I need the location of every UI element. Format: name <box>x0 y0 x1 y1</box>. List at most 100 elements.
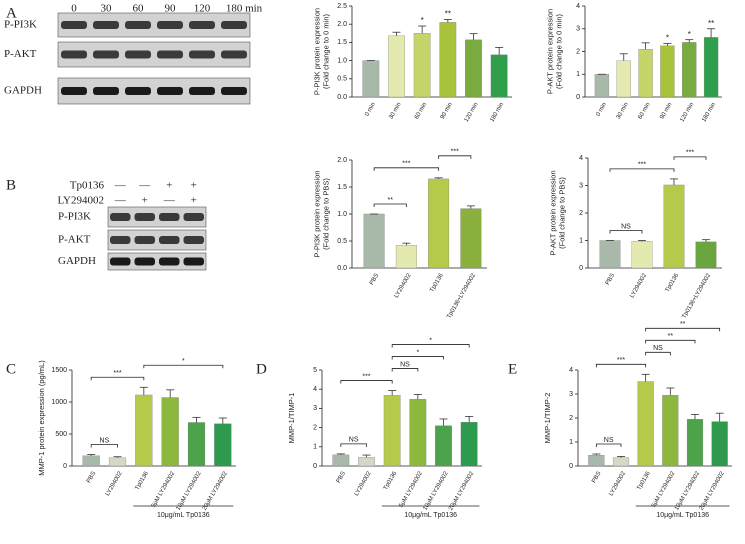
bar <box>703 37 719 98</box>
x-tick-label: 180 min <box>701 102 717 123</box>
bar <box>135 394 153 467</box>
blot-band <box>134 236 155 244</box>
blot-band <box>189 87 215 95</box>
bar <box>161 397 179 467</box>
y-tick-label: 2.0 <box>337 21 347 28</box>
blot-band <box>159 213 180 221</box>
x-tick-label: Tp0136 <box>636 470 652 491</box>
treatment-sign: + <box>142 195 148 207</box>
error-bar <box>685 39 694 43</box>
bar <box>413 33 431 98</box>
blot-band <box>134 257 155 266</box>
comparison-bracket <box>90 444 118 448</box>
y-tick-label: 4 <box>569 367 573 374</box>
error-bar <box>469 33 478 40</box>
blot-band <box>61 50 87 59</box>
bar <box>108 457 127 467</box>
bar <box>358 457 375 467</box>
y-tick-label: 2.5 <box>337 3 347 10</box>
comparison-bracket <box>90 376 145 381</box>
comparison-label: *** <box>617 357 625 364</box>
y-tick-label: 1500 <box>51 367 67 374</box>
error-bar <box>641 373 650 382</box>
treatment-label: Tp0136 <box>70 180 105 192</box>
lane-label: 180 min <box>226 3 263 15</box>
error-bar <box>192 416 201 423</box>
y-axis-label: P-AKT protein expression <box>548 170 557 255</box>
x-tick-label: LY294002 <box>394 272 413 299</box>
blot-row-label: P-PI3K <box>58 211 91 223</box>
significance: ** <box>445 10 451 19</box>
blot-band <box>189 21 215 29</box>
significance: ** <box>708 19 714 28</box>
error-bar <box>707 28 716 38</box>
y-tick-label: 2 <box>313 424 317 431</box>
error-bar <box>670 178 678 185</box>
y-tick-label: 2 <box>576 48 580 55</box>
error-bar <box>465 416 474 423</box>
blot-band <box>93 50 119 59</box>
x-tick-label: PBS <box>86 471 97 484</box>
error-bar <box>619 53 628 61</box>
bar <box>631 241 653 269</box>
blot-band <box>221 21 247 29</box>
panel-label: A <box>6 5 17 21</box>
treatment-sign: — <box>114 195 127 207</box>
bar <box>682 42 697 98</box>
blot-band <box>183 257 204 266</box>
comparison-label: NS <box>604 437 614 444</box>
y-tick-label: 0.0 <box>337 265 347 272</box>
comparison-label: * <box>429 337 432 344</box>
y-tick-label: 1.0 <box>337 211 347 218</box>
comparison-bracket <box>609 168 675 172</box>
bar <box>395 245 417 269</box>
error-bar <box>218 417 227 424</box>
comparison-bracket <box>645 351 671 356</box>
y-tick-label: 500 <box>55 431 67 438</box>
comparison-label: * <box>182 358 185 365</box>
y-tick-label: 0.0 <box>337 94 347 101</box>
comparison-label: NS <box>400 361 410 368</box>
y-tick-label: 1 <box>313 444 317 451</box>
bar <box>660 45 675 98</box>
error-bar <box>388 390 397 396</box>
x-tick-label: PBS <box>591 471 602 484</box>
x-tick-label: 180 min <box>489 102 505 123</box>
y-tick-label: 1.5 <box>337 184 347 191</box>
error-bar <box>87 454 96 456</box>
comparison-bracket <box>673 156 707 160</box>
bar <box>612 457 630 467</box>
blot-band <box>93 21 119 29</box>
comparison-label: * <box>416 349 419 356</box>
x-tick-label: PBS <box>369 273 380 286</box>
error-bar <box>336 453 345 455</box>
error-bar <box>663 43 672 46</box>
y-tick-label: 0.5 <box>337 238 347 245</box>
comparison-label: *** <box>402 161 410 168</box>
error-bar <box>392 31 401 36</box>
x-tick-label: 5μM LY294002 <box>151 470 177 509</box>
bar <box>363 213 385 269</box>
comparison-label: *** <box>362 373 370 380</box>
comparison-bracket <box>391 344 470 348</box>
x-tick-label: 5μM LY294002 <box>651 470 677 509</box>
blot-band <box>157 87 183 95</box>
y-tick-label: 1 <box>579 237 583 244</box>
treatment-label: LY294002 <box>57 195 104 207</box>
error-bar <box>715 412 724 422</box>
treatment-sign: + <box>191 180 197 192</box>
bar <box>490 54 508 98</box>
y-tick-label: 2 <box>579 210 583 217</box>
blot-band <box>157 50 183 59</box>
comparison-label: NS <box>653 345 663 352</box>
x-tick-label: 10μM LY294002 <box>423 470 450 511</box>
y-tick-label: 1.0 <box>337 57 347 64</box>
comparison-label: *** <box>451 149 459 156</box>
y-axis-label: MMP-1/TIMP-1 <box>287 393 296 444</box>
x-tick-label: Tp0136 <box>429 272 445 293</box>
comparison-label: *** <box>638 162 646 169</box>
blot-row-label: P-PI3K <box>4 19 37 31</box>
bar <box>465 39 482 98</box>
blot-band <box>183 213 204 221</box>
y-tick-label: 1 <box>569 439 573 446</box>
